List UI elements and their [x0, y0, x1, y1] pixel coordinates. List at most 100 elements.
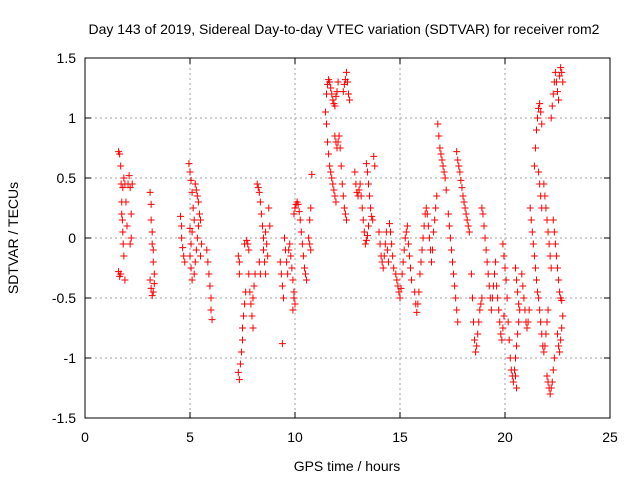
data-point: [452, 294, 460, 302]
data-point: [303, 276, 311, 284]
data-point: [147, 216, 155, 224]
data-point: [550, 228, 558, 236]
data-point: [454, 318, 462, 326]
data-point: [402, 228, 410, 236]
data-point: [413, 308, 421, 316]
data-point: [198, 240, 206, 248]
data-point: [383, 246, 391, 254]
data-point: [178, 222, 186, 230]
data-point: [149, 258, 157, 266]
data-point: [472, 348, 480, 356]
data-point: [147, 284, 155, 292]
data-point: [375, 228, 383, 236]
data-point: [119, 240, 127, 248]
data-point: [148, 228, 156, 236]
data-point: [263, 240, 271, 248]
data-point: [544, 306, 552, 314]
data-point: [368, 212, 376, 220]
data-point: [240, 312, 248, 320]
data-point: [433, 192, 441, 200]
data-point: [549, 90, 557, 98]
data-point: [327, 84, 335, 92]
data-point: [393, 276, 401, 284]
data-point: [419, 234, 427, 242]
data-point: [542, 330, 550, 338]
data-point: [339, 192, 347, 200]
data-point: [405, 252, 413, 260]
data-point: [294, 200, 302, 208]
data-point: [558, 296, 566, 304]
data-point: [235, 258, 243, 266]
data-point: [551, 68, 559, 76]
data-point: [540, 180, 548, 188]
data-point: [356, 180, 364, 188]
data-point: [495, 306, 503, 314]
data-point: [514, 288, 522, 296]
data-point: [513, 342, 521, 350]
data-point: [365, 222, 372, 230]
data-point: [178, 234, 186, 242]
y-tick-label: -1: [64, 350, 77, 366]
data-point: [515, 318, 523, 326]
chart-title: Day 143 of 2019, Sidereal Day-to-day VTE…: [89, 21, 600, 37]
data-point: [388, 240, 396, 248]
data-point: [119, 228, 127, 236]
data-point: [190, 216, 198, 224]
data-point: [237, 348, 245, 356]
data-point: [555, 96, 563, 104]
data-point: [380, 252, 388, 260]
data-point: [371, 162, 379, 170]
data-point: [334, 138, 342, 146]
data-point: [281, 234, 288, 242]
data-point: [286, 240, 294, 248]
data-point: [396, 294, 404, 302]
data-point: [297, 228, 305, 236]
data-point: [120, 174, 128, 182]
data-point: [290, 294, 298, 302]
data-point: [197, 252, 204, 260]
data-point: [122, 198, 130, 206]
data-point: [537, 108, 545, 116]
data-point: [341, 210, 349, 218]
data-point: [206, 282, 214, 290]
data-point: [535, 104, 543, 112]
data-point: [331, 102, 339, 110]
gridlines: [85, 58, 610, 418]
data-point: [235, 376, 243, 384]
data-point: [351, 168, 359, 176]
data-point: [189, 204, 197, 212]
data-point: [504, 318, 512, 326]
axis-ticks: [84, 57, 611, 419]
data-point: [432, 204, 440, 212]
data-point: [478, 204, 486, 212]
data-point: [483, 258, 491, 266]
data-point: [492, 258, 500, 266]
data-point: [187, 176, 195, 184]
data-point: [554, 88, 561, 96]
data-point: [207, 306, 215, 314]
data-point: [264, 252, 272, 260]
data-point: [367, 204, 375, 212]
data-point: [543, 216, 551, 224]
data-point: [429, 246, 437, 254]
data-point: [523, 324, 531, 332]
data-point: [512, 264, 519, 272]
data-point: [118, 210, 126, 218]
y-tick-label: -0.5: [52, 290, 76, 306]
data-point: [552, 78, 560, 86]
data-point: [414, 300, 422, 308]
data-point: [529, 240, 537, 248]
data-point: [392, 270, 400, 278]
data-point: [555, 342, 563, 350]
data-point: [291, 300, 299, 308]
data-point: [260, 246, 267, 254]
data-point: [193, 234, 201, 242]
data-point: [257, 210, 265, 218]
data-point: [305, 234, 313, 242]
data-point: [548, 378, 556, 386]
data-point: [487, 306, 495, 314]
data-point: [475, 318, 483, 326]
data-point: [530, 252, 538, 260]
